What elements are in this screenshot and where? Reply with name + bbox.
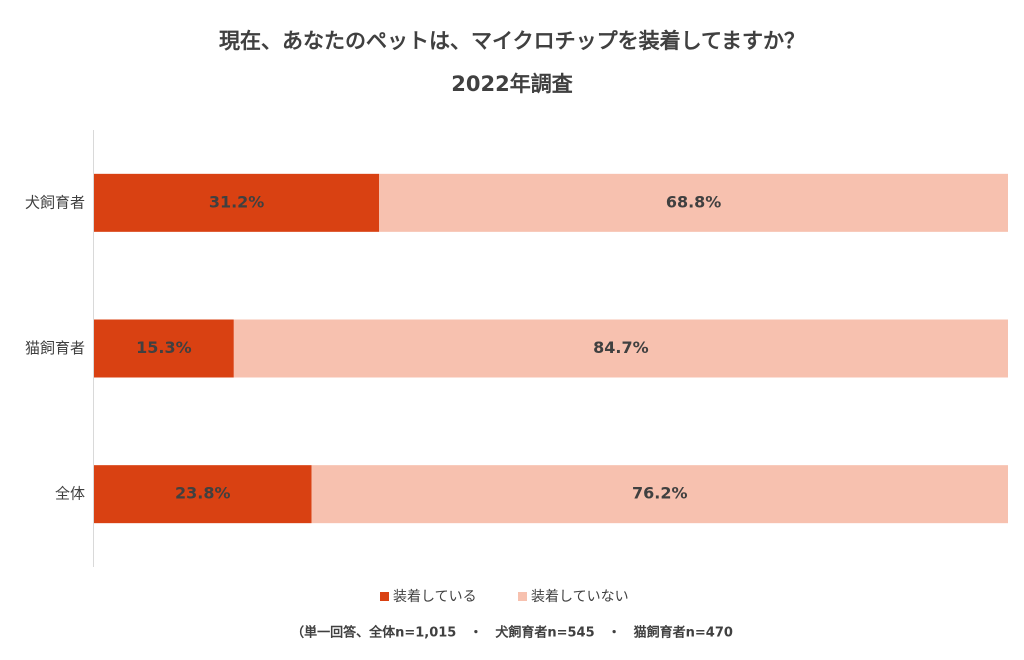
chart-title: 現在、あなたのペットは、マイクロチップを装着してますか？ (219, 29, 805, 53)
data-label: 15.3% (136, 338, 192, 357)
y-tick-label: 全体 (55, 485, 85, 503)
legend-label: 装着していない (531, 589, 629, 605)
legend-swatch (380, 592, 389, 601)
legend-label: 装着している (393, 589, 477, 605)
y-tick-label: 犬飼育者 (25, 193, 85, 211)
bar-segment (94, 465, 312, 524)
y-tick-label: 猫飼育者 (25, 339, 85, 357)
bar-segment (94, 173, 380, 232)
footnote: （単一回答、全体n=1,015 ・ 犬飼育者n=545 ・ 猫飼育者n=470 (291, 625, 733, 641)
data-label: 76.2% (632, 484, 688, 503)
legend-swatch (518, 592, 527, 601)
bar-segment (233, 319, 1009, 378)
data-label: 23.8% (175, 484, 231, 503)
bar-segment (311, 465, 1009, 524)
data-label: 84.7% (593, 338, 649, 357)
chart-subtitle: 2022年調査 (451, 72, 572, 96)
bar-segment (379, 173, 1009, 232)
bar-segment (94, 319, 234, 378)
data-label: 31.2% (209, 192, 265, 211)
data-label: 68.8% (666, 192, 722, 211)
